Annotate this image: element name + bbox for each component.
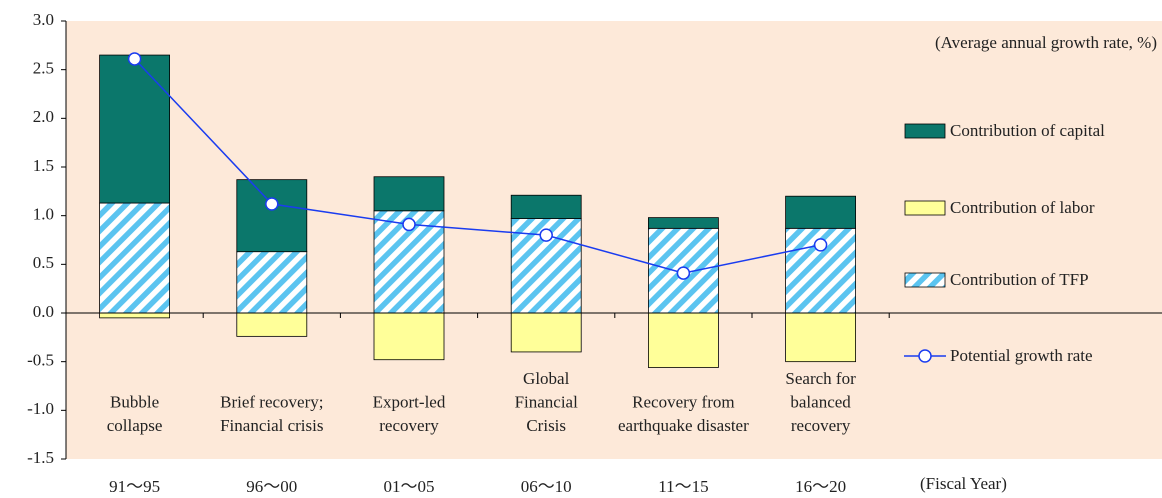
x-unit: (Fiscal Year) [920, 474, 1007, 493]
legend-label: Contribution of capital [950, 121, 1105, 140]
period-annotation: recovery [791, 416, 851, 435]
bar-segment [510, 194, 582, 219]
period-annotation: balanced [790, 392, 851, 411]
bar-segment [373, 312, 445, 361]
period-annotation: collapse [107, 416, 163, 435]
x-tick-label: 01〜05 [384, 477, 435, 496]
y-tick-label: 3.0 [33, 10, 54, 29]
y-tick-label: -0.5 [27, 351, 54, 370]
x-tick-label: 16〜20 [795, 477, 846, 496]
legend-swatch [904, 123, 946, 139]
bar-segment [236, 312, 308, 337]
period-annotation: Search for [785, 369, 856, 388]
y-tick-label: -1.5 [27, 448, 54, 467]
bar-segment [373, 176, 445, 212]
line-marker [676, 266, 691, 280]
y-tick-label: 1.0 [33, 205, 54, 224]
x-tick-label: 96〜00 [246, 477, 297, 496]
period-annotation: Brief recovery; [220, 392, 323, 411]
line-marker [539, 228, 553, 242]
legend-label: Contribution of TFP [950, 270, 1089, 289]
line [134, 58, 821, 274]
bar-segment [648, 312, 719, 368]
bar-segment [785, 195, 856, 229]
line-marker [127, 52, 142, 66]
bar-segment [648, 217, 719, 229]
bar-segment [99, 312, 170, 319]
period-annotation: Export-led [373, 392, 446, 411]
bar-segment [99, 202, 170, 314]
legend-swatch [904, 272, 946, 288]
bar-segment [510, 312, 582, 353]
y-tick-label: 0.0 [33, 302, 54, 321]
period-annotation: Crisis [526, 416, 566, 435]
period-annotation: Bubble [110, 392, 159, 411]
bar-segment [99, 54, 170, 204]
bar-segment [236, 251, 308, 314]
line-marker [813, 238, 828, 252]
period-annotation: Financial crisis [220, 416, 323, 435]
line-marker [265, 197, 279, 211]
period-annotation: earthquake disaster [618, 416, 749, 435]
x-tick-label: 11〜15 [658, 477, 708, 496]
bar-segment [236, 179, 308, 253]
period-annotation: Global [523, 369, 570, 388]
unit-note: (Average annual growth rate, %) [935, 33, 1157, 52]
y-tick-label: 2.5 [33, 59, 54, 78]
period-annotation: recovery [379, 416, 439, 435]
legend-label: Contribution of labor [950, 198, 1095, 217]
y-tick-label: -1.0 [27, 399, 54, 418]
legend-swatch [904, 200, 946, 216]
y-tick-label: 2.0 [33, 107, 54, 126]
legend-label: Potential growth rate [950, 346, 1093, 365]
bar-segment [785, 312, 856, 363]
x-tick-label: 06〜10 [521, 477, 572, 496]
y-tick-label: 0.5 [33, 253, 54, 272]
period-annotation: Financial [515, 392, 579, 411]
legend-marker [918, 349, 932, 363]
line-marker [402, 217, 416, 232]
period-annotation: Recovery from [632, 392, 734, 411]
y-tick-label: 1.5 [33, 156, 54, 175]
x-tick-label: 91〜95 [109, 477, 160, 496]
